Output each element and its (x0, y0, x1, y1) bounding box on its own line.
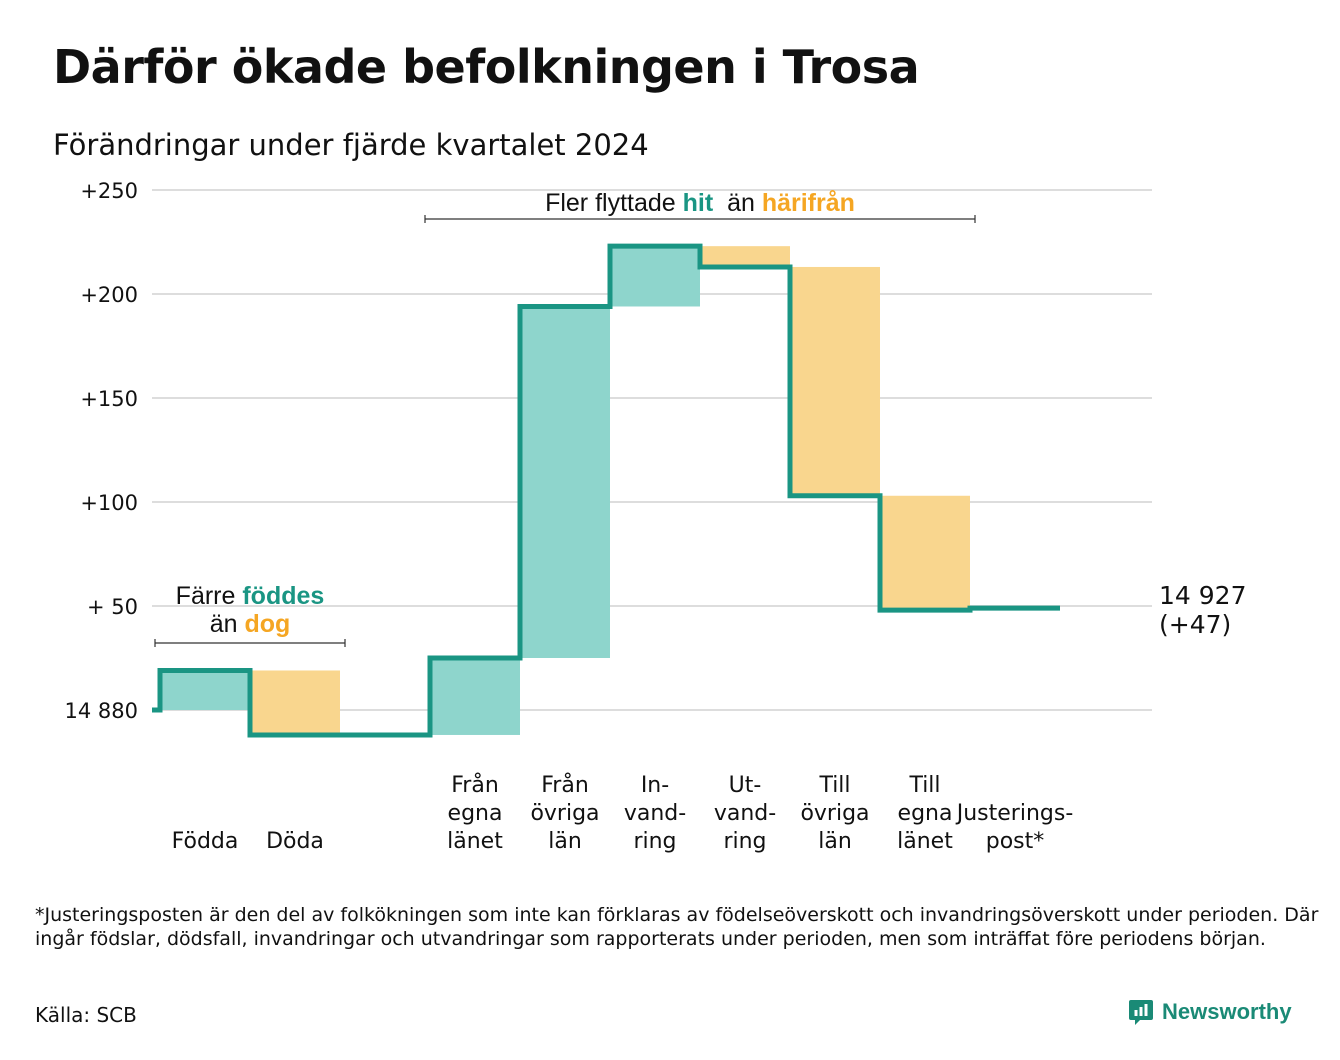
x-tick-label: Från (451, 772, 499, 798)
x-tick-label: ring (633, 829, 676, 854)
bar-in (160, 670, 250, 710)
annotation-out-text: dog (244, 610, 290, 638)
annotation-plain-text: än (210, 610, 245, 638)
bars (160, 246, 970, 735)
x-tick-label: vand- (624, 801, 686, 826)
x-tick-label: post* (986, 829, 1045, 854)
chart-title: Därför ökade befolkningen i Trosa (53, 40, 920, 94)
bar-out (880, 495, 970, 611)
x-tick-label: Till (818, 773, 850, 798)
newsworthy-logo-icon (1129, 1000, 1153, 1025)
x-tick-label: Ut- (729, 773, 762, 798)
x-tick-label: Till (908, 773, 940, 798)
x-tick-label: vand- (714, 801, 776, 826)
annotation-text: än dog (210, 610, 291, 638)
annotation-in-text: föddes (242, 582, 324, 610)
x-tick-label: övriga (800, 801, 869, 826)
x-tick-label: ring (723, 829, 766, 854)
x-tick-label: län (818, 829, 852, 854)
bar-out (700, 246, 790, 267)
y-tick-label: +150 (80, 387, 138, 411)
source-note: Källa: SCB (35, 1003, 137, 1027)
x-tick-label: egna (898, 801, 953, 826)
brand-logo: Newsworthy (1128, 998, 1292, 1026)
x-tick-label: Från (541, 772, 589, 798)
end-value-text: 14 927 (1159, 581, 1246, 610)
chart-subtitle: Förändringar under fjärde kvartalet 2024 (53, 128, 649, 162)
x-tick-label: Födda (172, 829, 239, 854)
x-tick-label: egna (448, 801, 503, 826)
annotation-plain-text: Fler flyttade (545, 189, 683, 217)
y-axis-ticks: +250 +200 +150 +100 + 50 14 880 (65, 179, 138, 723)
footnote: *Justeringsposten är den del av folkökni… (35, 904, 1319, 950)
brand-name: Newsworthy (1162, 999, 1292, 1024)
annotation-plain-text: Färre (176, 582, 243, 610)
x-axis-labels: Födda Döda Från egna länet Från övriga län In-va… (172, 772, 1074, 854)
y-tick-label: + 50 (87, 595, 138, 619)
y-tick-label: +100 (80, 491, 138, 515)
annotation-out-text: härifrån (762, 189, 855, 217)
x-tick-label: länet (447, 829, 503, 854)
annotation-plain-text: än (713, 189, 762, 217)
x-tick-label: övriga (530, 801, 599, 826)
annotation-text: Färre föddes (176, 582, 325, 610)
x-tick-label: Justerings- (955, 801, 1074, 826)
x-tick-label: län (548, 829, 582, 854)
end-value-text: (+47) (1159, 610, 1231, 639)
y-tick-label: +200 (80, 283, 138, 307)
bar-out (250, 670, 340, 735)
bar-out (790, 266, 880, 496)
bar-in (520, 306, 610, 658)
cumulative-step-line (152, 243, 1060, 738)
x-tick-label: länet (897, 829, 953, 854)
annotation-in-text: hit (683, 189, 714, 217)
bar-in (610, 246, 700, 307)
x-tick-label: Döda (266, 829, 324, 854)
annotation-text: Fler flyttade hit än härifrån (545, 189, 855, 217)
y-tick-label: 14 880 (65, 699, 138, 723)
y-tick-label: +250 (80, 179, 138, 203)
x-tick-label: In- (641, 773, 669, 798)
end-value-label: 14 927(+47) (1159, 581, 1246, 639)
bar-in (430, 658, 520, 735)
